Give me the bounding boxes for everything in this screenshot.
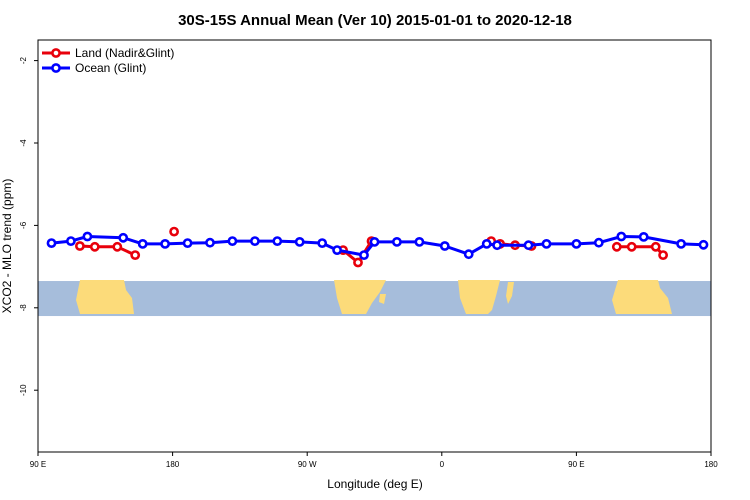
land-mass xyxy=(76,280,134,314)
data-point xyxy=(82,231,93,242)
x-tick-label: 0 xyxy=(440,460,445,469)
ticks-layer: 90 E 180 90 W 0 90 E 180 -2 -4 -6 -8 -10 xyxy=(19,56,718,469)
data-point xyxy=(414,236,425,247)
data-point xyxy=(249,236,260,246)
land-mass xyxy=(612,280,672,314)
data-point xyxy=(391,236,402,247)
data-point xyxy=(317,238,328,248)
legend-label: Land (Nadir&Glint) xyxy=(75,46,174,60)
data-point xyxy=(492,240,502,251)
series-line xyxy=(616,245,665,257)
x-tick-label: 90 E xyxy=(30,460,46,469)
data-point xyxy=(439,241,450,251)
y-tick-label: -8 xyxy=(19,304,28,312)
land-mass xyxy=(379,294,386,304)
land-mass xyxy=(458,280,500,314)
series-line xyxy=(79,244,136,257)
data-point xyxy=(66,236,76,246)
y-axis-label: XCO2 - MLO trend (ppm) xyxy=(0,179,14,314)
legend-marker xyxy=(51,63,61,73)
data-point xyxy=(369,236,380,247)
legend-item: Land (Nadir&Glint) xyxy=(42,46,174,60)
data-point xyxy=(616,231,627,242)
data-point xyxy=(676,238,686,249)
data-point xyxy=(359,250,369,260)
land-mass xyxy=(93,280,98,284)
x-axis-label: Longitude (deg E) xyxy=(327,477,422,491)
data-point xyxy=(650,241,661,252)
data-point xyxy=(205,237,215,248)
data-point xyxy=(294,236,305,247)
data-point xyxy=(523,240,534,251)
legend: Land (Nadir&Glint)Ocean (Glint) xyxy=(42,46,174,75)
series-ocean xyxy=(46,231,709,260)
data-point xyxy=(481,238,492,249)
y-tick-label: -6 xyxy=(19,221,28,229)
data-point xyxy=(658,250,668,260)
plot-frame xyxy=(37,39,712,453)
data-point xyxy=(182,238,193,248)
data-point xyxy=(611,241,622,252)
data-point xyxy=(118,232,129,243)
data-point xyxy=(46,238,57,248)
series-layer xyxy=(46,226,709,268)
data-point xyxy=(571,238,582,249)
x-tick-label: 90 E xyxy=(568,460,584,469)
y-tick-label: -10 xyxy=(19,384,28,396)
legend-label: Ocean (Glint) xyxy=(75,61,146,75)
chart-title: 30S-15S Annual Mean (Ver 10) 2015-01-01 … xyxy=(178,12,572,29)
map-strip xyxy=(38,280,711,317)
data-point xyxy=(332,245,342,255)
data-point xyxy=(626,241,637,252)
y-tick-label: -4 xyxy=(19,139,28,147)
legend-item: Ocean (Glint) xyxy=(42,61,146,75)
data-point xyxy=(463,249,474,260)
data-point xyxy=(272,236,283,246)
data-point xyxy=(353,257,363,268)
data-point xyxy=(169,226,179,237)
data-point xyxy=(638,231,649,242)
data-point xyxy=(593,237,604,248)
legend-marker xyxy=(51,48,61,58)
data-point xyxy=(698,239,709,250)
data-point xyxy=(112,241,123,252)
y-tick-label: -2 xyxy=(19,56,28,64)
data-point xyxy=(130,250,141,260)
data-point xyxy=(541,238,552,249)
data-point xyxy=(227,236,238,246)
data-point xyxy=(160,238,170,249)
land-mass xyxy=(334,280,386,314)
map-land xyxy=(76,280,672,314)
data-point xyxy=(137,238,148,249)
data-point xyxy=(89,241,100,252)
data-point xyxy=(75,241,85,251)
x-tick-label: 180 xyxy=(166,460,180,469)
x-tick-label: 90 W xyxy=(298,460,317,469)
x-tick-label: 180 xyxy=(704,460,718,469)
land-mass xyxy=(506,282,514,304)
